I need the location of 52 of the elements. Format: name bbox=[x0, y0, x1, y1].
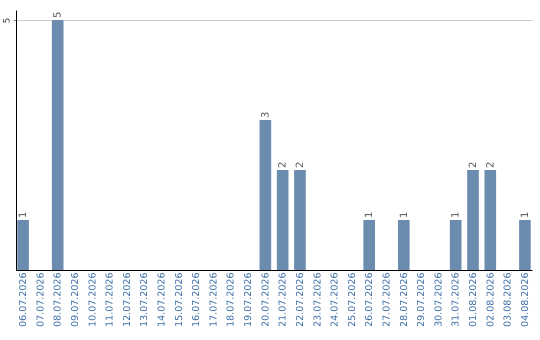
x-tick-label: 21.07.2026 bbox=[278, 272, 289, 327]
bar bbox=[17, 220, 29, 270]
bar bbox=[450, 220, 462, 270]
x-tick-label: 19.07.2026 bbox=[243, 272, 254, 327]
data-label: 2 bbox=[485, 162, 496, 168]
data-label: 2 bbox=[294, 162, 306, 168]
data-label: 2 bbox=[468, 162, 479, 168]
x-tick-label: 02.08.2026 bbox=[485, 272, 496, 327]
x-tick-label: 18.07.2026 bbox=[226, 272, 237, 327]
x-tick-label: 16.07.2026 bbox=[191, 272, 202, 327]
x-tick-label: 09.07.2026 bbox=[70, 272, 82, 327]
x-tick-label: 26.07.2026 bbox=[364, 272, 376, 327]
data-label: 1 bbox=[520, 212, 531, 218]
x-tick-label: 10.07.2026 bbox=[87, 272, 98, 327]
x-tick-label: 04.08.2026 bbox=[520, 272, 531, 327]
bar bbox=[276, 170, 288, 270]
data-label: 3 bbox=[260, 112, 272, 118]
bar bbox=[398, 220, 410, 270]
data-label: 1 bbox=[18, 212, 30, 218]
x-tick-label: 31.07.2026 bbox=[450, 272, 462, 327]
x-tick-label: 15.07.2026 bbox=[174, 272, 185, 327]
bar bbox=[484, 170, 496, 270]
x-tick-label: 27.07.2026 bbox=[381, 272, 392, 327]
x-tick-label: 08.07.2026 bbox=[52, 272, 64, 327]
bar bbox=[363, 220, 375, 270]
x-tick-label: 03.08.2026 bbox=[502, 272, 514, 327]
data-label: 1 bbox=[364, 212, 376, 218]
x-tick-label: 20.07.2026 bbox=[260, 272, 272, 327]
x-tick-label: 06.07.2026 bbox=[18, 272, 30, 327]
x-tick-label: 13.07.2026 bbox=[139, 272, 150, 327]
x-tick-label: 01.08.2026 bbox=[468, 272, 479, 327]
bar bbox=[260, 120, 272, 270]
x-tick-label: 17.07.2026 bbox=[208, 272, 220, 327]
x-tick-label: 24.07.2026 bbox=[330, 272, 341, 327]
x-tick-label: 25.07.2026 bbox=[346, 272, 358, 327]
x-tick-label: 12.07.2026 bbox=[122, 272, 133, 327]
x-tick-label: 30.07.2026 bbox=[433, 272, 444, 327]
x-tick-label: 28.07.2026 bbox=[398, 272, 410, 327]
x-tick-label: 11.07.2026 bbox=[104, 272, 116, 327]
bar bbox=[294, 170, 306, 270]
x-tick-label: 29.07.2026 bbox=[416, 272, 428, 327]
x-tick-label: 22.07.2026 bbox=[294, 272, 306, 327]
data-label: 5 bbox=[52, 12, 64, 18]
bar bbox=[467, 170, 479, 270]
x-tick-label: 14.07.2026 bbox=[156, 272, 168, 327]
bar bbox=[52, 20, 64, 270]
x-tick-label: 23.07.2026 bbox=[312, 272, 324, 327]
data-label: 1 bbox=[450, 212, 462, 218]
bar bbox=[519, 220, 531, 270]
x-tick-label: 07.07.2026 bbox=[35, 272, 46, 327]
data-label: 1 bbox=[398, 212, 410, 218]
data-label: 2 bbox=[278, 162, 289, 168]
